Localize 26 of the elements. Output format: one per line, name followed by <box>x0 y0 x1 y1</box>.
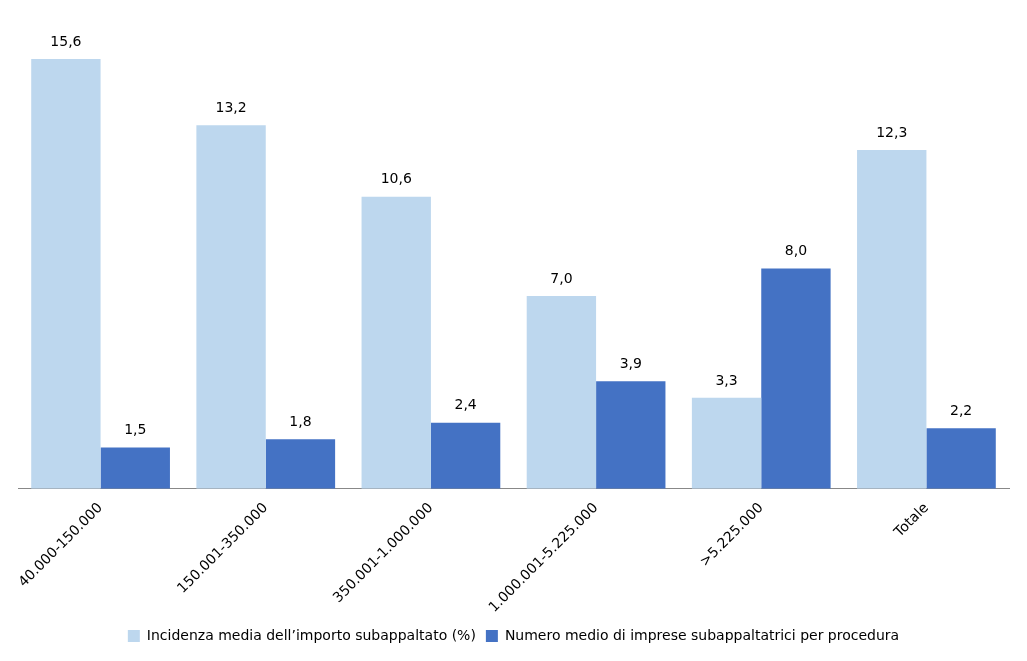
data-label: 1,5 <box>124 421 147 438</box>
data-label: 15,6 <box>50 32 82 49</box>
legend-label: Incidenza media dell’importo subappaltato (%) <box>146 626 476 643</box>
bar <box>430 422 501 489</box>
bar <box>926 428 996 489</box>
data-label: 2,2 <box>949 401 973 418</box>
data-label: 13,2 <box>215 98 247 115</box>
data-label: 3,3 <box>715 371 738 388</box>
bar <box>857 149 927 489</box>
bar <box>265 439 336 489</box>
bar <box>31 59 101 489</box>
bar <box>196 125 266 489</box>
data-label: 8,0 <box>784 242 808 259</box>
bar <box>691 397 762 489</box>
data-label: 1,8 <box>289 412 312 429</box>
bar <box>100 447 170 489</box>
data-label: 2,4 <box>454 396 477 413</box>
bar <box>526 295 597 489</box>
data-label: 12,3 <box>876 123 908 140</box>
bar <box>761 268 831 489</box>
bar <box>596 381 666 489</box>
bar <box>361 196 431 489</box>
data-label: 7,0 <box>550 269 573 286</box>
legend-label: Numero medio di imprese subappaltatrici per procedura <box>504 626 900 643</box>
data-label: 3,9 <box>619 354 642 371</box>
data-label: 10,6 <box>380 170 412 187</box>
